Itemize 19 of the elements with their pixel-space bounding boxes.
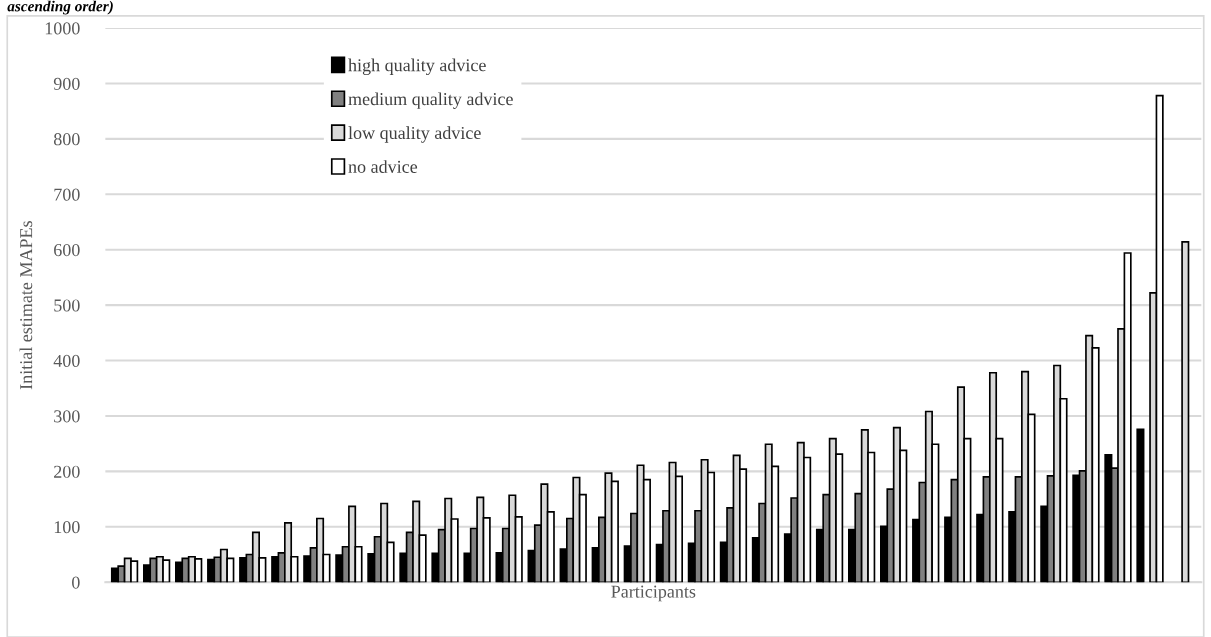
y-tick-label: 500 bbox=[54, 299, 80, 312]
bar bbox=[1136, 428, 1145, 583]
y-tick-label: 100 bbox=[54, 521, 80, 534]
y-tick-label: 200 bbox=[54, 465, 80, 478]
y-tick-label: 1000 bbox=[45, 22, 80, 35]
y-tick-label: 800 bbox=[53, 133, 80, 146]
legend-label: high quality advice bbox=[348, 58, 486, 76]
legend-label: low quality advice bbox=[348, 126, 481, 143]
y-axis-title: Initial estimate MAPEs bbox=[19, 221, 33, 390]
x-axis-title: Participants bbox=[611, 585, 696, 602]
y-tick-label: 900 bbox=[53, 77, 80, 90]
y-tick-label: 400 bbox=[53, 354, 80, 367]
y-tick-label: 300 bbox=[54, 410, 80, 423]
y-tick-label: 600 bbox=[54, 243, 80, 257]
y-tick-label: 0 bbox=[72, 576, 80, 589]
legend-label: no advice bbox=[348, 160, 418, 173]
text: ascending order) bbox=[7, 0, 113, 15]
legend-label: medium quality advice bbox=[348, 92, 513, 109]
y-tick-label: 700 bbox=[54, 188, 80, 201]
